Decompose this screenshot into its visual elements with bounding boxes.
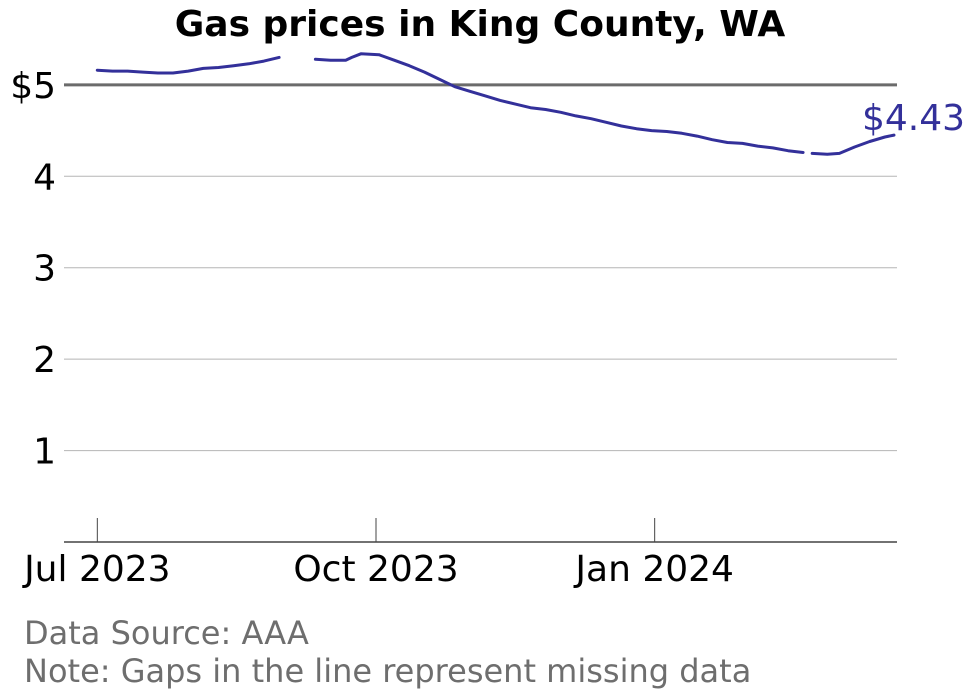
price-line-segment — [313, 52, 805, 154]
y-tick-label: 2 — [33, 340, 56, 381]
x-tick-label: Oct 2023 — [293, 549, 458, 590]
x-tick-label: Jan 2024 — [573, 549, 734, 590]
x-tick-label: Jul 2023 — [22, 549, 171, 590]
price-line-segment — [95, 55, 281, 75]
y-tick-label: $5 — [10, 66, 56, 107]
y-tick-label: 1 — [33, 432, 56, 473]
y-tick-label: 3 — [33, 249, 56, 290]
end-value-label: $4.43 — [862, 98, 965, 139]
data-source-note: Data Source: AAA — [24, 614, 309, 652]
y-tick-label: 4 — [33, 157, 56, 198]
price-line-segment — [810, 133, 896, 156]
missing-data-note: Note: Gaps in the line represent missing… — [24, 652, 752, 690]
chart-title: Gas prices in King County, WA — [174, 4, 786, 45]
